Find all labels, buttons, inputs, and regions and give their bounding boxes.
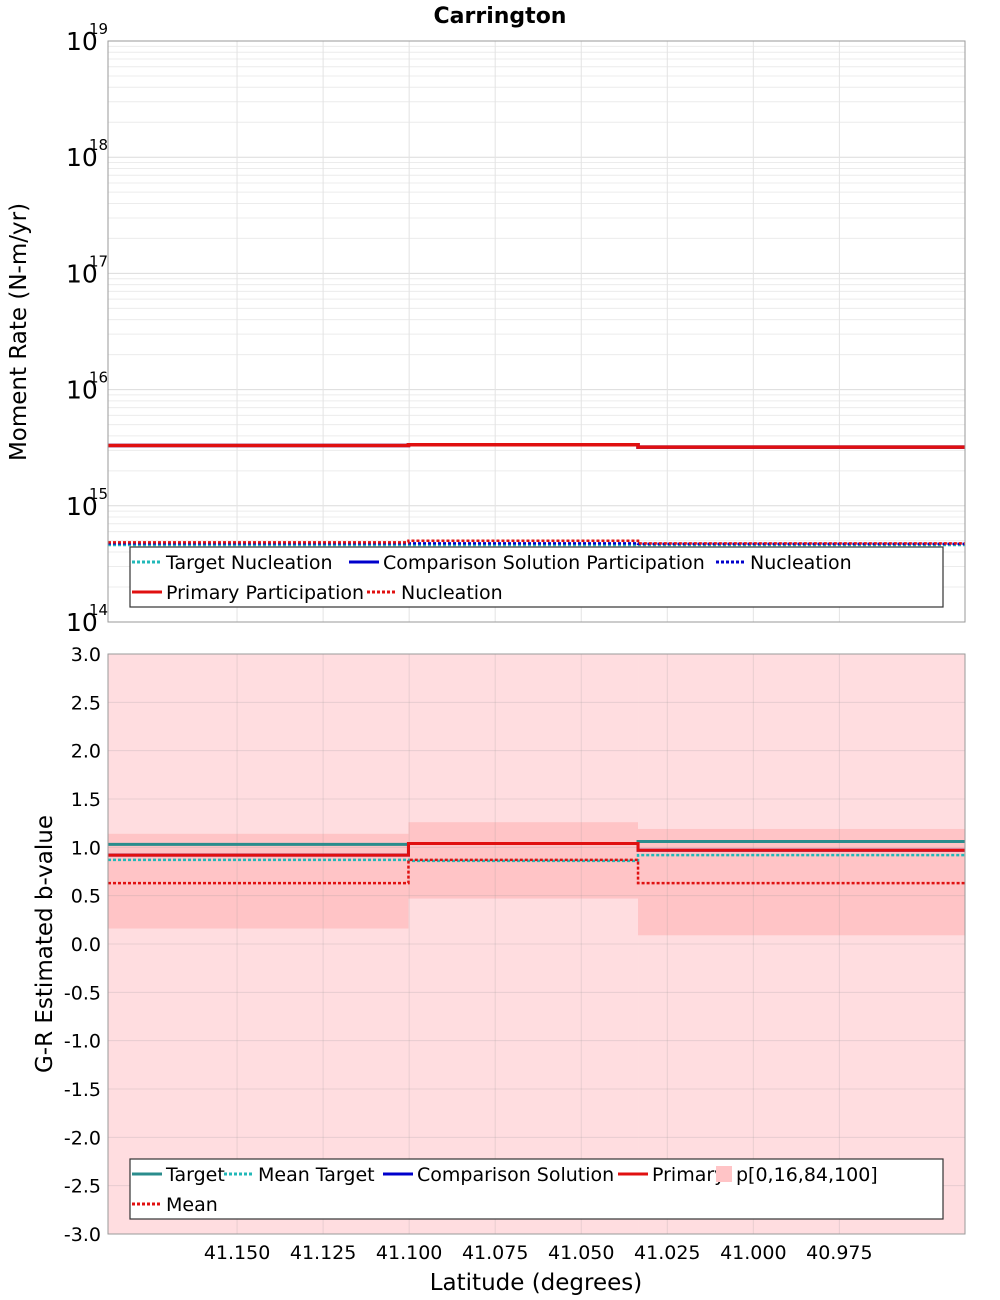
top-y-tick-label: 10 xyxy=(66,143,98,172)
bottom-legend-label: Mean xyxy=(166,1194,218,1216)
bottom-plot-frame xyxy=(107,653,966,1235)
bottom-legend-label: Primary xyxy=(652,1164,725,1186)
bottom-series-line xyxy=(108,858,965,885)
b-value-panel: -3.0 -2.5 -2.0 -1.5 -1.0 -0.5 0.0 0.5 1.0 1.5 2.0 2… xyxy=(32,644,966,1296)
bottom-y-tick-label: -3.0 xyxy=(64,1224,101,1246)
bottom-y-tick-label: 3.0 xyxy=(71,644,101,666)
top-series-line xyxy=(108,443,965,449)
bottom-y-tick-label: -0.5 xyxy=(64,982,101,1004)
bottom-legend-swatch xyxy=(716,1166,732,1182)
bottom-legend: Target Mean Target Comparison Solution Prim… xyxy=(129,1158,944,1220)
chart-title: Carrington xyxy=(434,4,567,29)
x-tick-label: 41.075 xyxy=(462,1242,528,1264)
bottom-y-tick-label: 0.0 xyxy=(71,934,101,956)
band-inner xyxy=(108,833,409,929)
top-legend-label: Comparison Solution Participation xyxy=(383,552,705,574)
top-plot-background xyxy=(108,41,965,622)
x-tick-label: 41.100 xyxy=(376,1242,442,1264)
top-y-tick-exponent: 18 xyxy=(89,136,108,154)
top-y-tick-label: 10 xyxy=(66,376,98,405)
top-plot-frame xyxy=(107,40,966,623)
band-outer xyxy=(408,654,639,1234)
bottom-legend-label: Target xyxy=(165,1164,225,1186)
x-tick-label: 41.125 xyxy=(290,1242,356,1264)
top-y-tick-exponent: 16 xyxy=(89,369,108,387)
top-y-tick-label: 10 xyxy=(66,259,98,288)
bottom-y-tick-label: 2.5 xyxy=(71,692,101,714)
top-legend-frame xyxy=(129,546,944,608)
bottom-legend-label: Mean Target xyxy=(258,1164,375,1186)
x-tick-label: 41.150 xyxy=(204,1242,270,1264)
top-series xyxy=(108,443,965,547)
bottom-legend-label: Comparison Solution xyxy=(417,1164,614,1186)
bottom-series-line xyxy=(108,841,965,857)
top-legend-label: Target Nucleation xyxy=(165,552,333,574)
bottom-y-tick-label: -1.0 xyxy=(64,1031,101,1053)
top-legend: Target Nucleation Comparison Solution Par… xyxy=(129,546,944,608)
x-tick-label: 41.050 xyxy=(548,1242,614,1264)
band-outer xyxy=(108,654,409,1234)
top-legend-label: Primary Participation xyxy=(166,582,364,604)
bottom-series-line xyxy=(108,853,965,863)
bottom-grid xyxy=(108,653,965,1235)
x-tick-label: 41.000 xyxy=(720,1242,786,1264)
top-legend-label: Nucleation xyxy=(750,552,852,574)
top-y-tick-exponent: 17 xyxy=(89,252,108,270)
top-y-tick-label: 10 xyxy=(66,492,98,521)
x-tick-label: 41.025 xyxy=(634,1242,700,1264)
bottom-y-tick-label: 0.5 xyxy=(71,886,101,908)
bottom-y-axis-label: G-R Estimated b-value xyxy=(32,815,58,1073)
bottom-y-tick-label: -1.5 xyxy=(64,1079,101,1101)
bottom-x-ticks: 41.150 41.125 41.100 41.075 41.050 41.025 41.0… xyxy=(204,1242,873,1264)
band-outer xyxy=(638,654,965,1234)
top-grid xyxy=(108,40,965,623)
bottom-y-ticks: -3.0 -2.5 -2.0 -1.5 -1.0 -0.5 0.0 0.5 1.0 1.5 2.0 2… xyxy=(64,644,101,1246)
bottom-legend-label: p[0,16,84,100] xyxy=(736,1164,878,1186)
top-y-tick-exponent: 15 xyxy=(89,485,108,503)
top-y-axis-label: Moment Rate (N-m/yr) xyxy=(6,203,32,461)
bottom-y-tick-label: 2.0 xyxy=(71,741,101,763)
top-series-line xyxy=(108,539,965,545)
bottom-y-tick-label: 1.5 xyxy=(71,789,101,811)
x-tick-label: 40.975 xyxy=(806,1242,872,1264)
top-y-tick-label: 10 xyxy=(66,27,98,56)
top-y-tick-exponent: 14 xyxy=(89,601,108,619)
top-y-tick-label: 10 xyxy=(66,608,98,637)
bottom-series xyxy=(108,840,965,885)
x-axis-label: Latitude (degrees) xyxy=(430,1270,643,1296)
top-y-tick-exponent: 19 xyxy=(89,20,108,38)
bottom-y-tick-label: -2.0 xyxy=(64,1127,101,1149)
bottom-y-tick-label: -2.5 xyxy=(64,1176,101,1198)
bottom-y-tick-label: 1.0 xyxy=(71,837,101,859)
bottom-bands xyxy=(108,654,965,1234)
top-legend-label: Nucleation xyxy=(401,582,503,604)
bottom-legend-frame xyxy=(129,1158,944,1220)
